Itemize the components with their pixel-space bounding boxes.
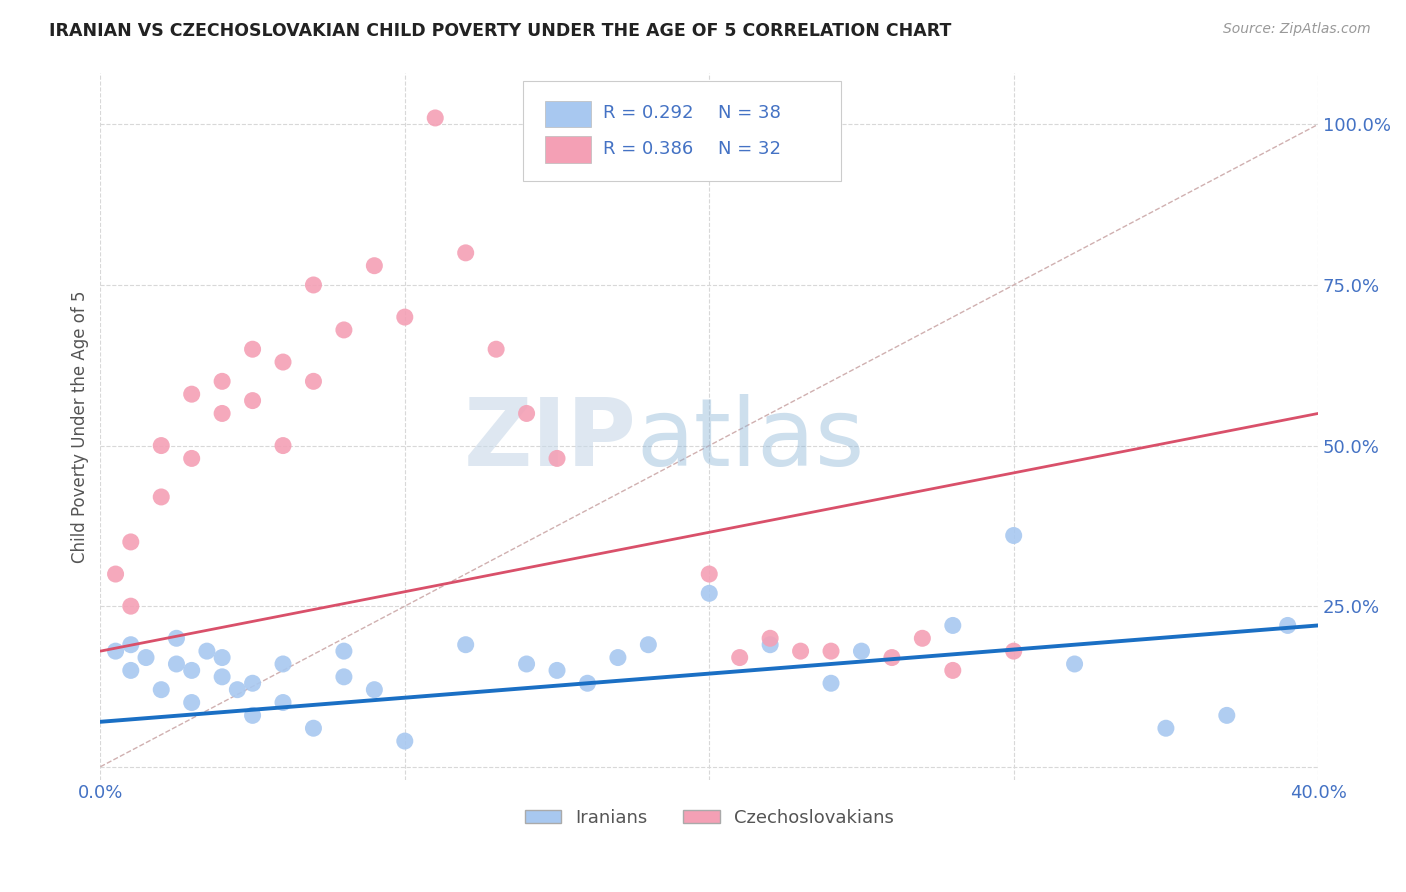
Point xyxy=(759,638,782,652)
Point xyxy=(242,342,264,356)
Text: N = 38: N = 38 xyxy=(718,104,780,122)
Point xyxy=(454,638,477,652)
Point xyxy=(425,111,447,125)
Point xyxy=(104,644,127,658)
Point xyxy=(120,638,142,652)
Point xyxy=(150,682,173,697)
Point xyxy=(150,490,173,504)
Text: R = 0.386: R = 0.386 xyxy=(603,139,693,158)
Point xyxy=(942,618,965,632)
Point xyxy=(150,439,173,453)
FancyBboxPatch shape xyxy=(523,81,841,181)
Point xyxy=(759,632,782,646)
Point xyxy=(333,323,356,337)
Point xyxy=(211,670,233,684)
Point xyxy=(697,586,720,600)
Point xyxy=(820,644,842,658)
Point xyxy=(242,393,264,408)
Point xyxy=(180,664,202,678)
Legend: Iranians, Czechoslovakians: Iranians, Czechoslovakians xyxy=(517,802,901,834)
Point xyxy=(394,310,416,324)
Text: ZIP: ZIP xyxy=(464,394,636,486)
Point xyxy=(637,638,659,652)
Point xyxy=(302,374,325,388)
Point xyxy=(120,664,142,678)
Point xyxy=(880,650,903,665)
Point xyxy=(728,650,751,665)
Point xyxy=(820,676,842,690)
Point xyxy=(271,696,294,710)
Point xyxy=(195,644,218,658)
Text: Source: ZipAtlas.com: Source: ZipAtlas.com xyxy=(1223,22,1371,37)
Point xyxy=(120,535,142,549)
Point xyxy=(166,657,188,671)
Point xyxy=(242,676,264,690)
Point xyxy=(1002,644,1025,658)
Point xyxy=(333,670,356,684)
Point xyxy=(576,676,599,690)
Point xyxy=(394,734,416,748)
Text: N = 32: N = 32 xyxy=(718,139,780,158)
Point xyxy=(1063,657,1085,671)
Point xyxy=(606,650,628,665)
Point xyxy=(271,657,294,671)
Point xyxy=(271,355,294,369)
Point xyxy=(1002,528,1025,542)
Point xyxy=(1154,721,1177,735)
Y-axis label: Child Poverty Under the Age of 5: Child Poverty Under the Age of 5 xyxy=(72,290,89,563)
Point xyxy=(180,696,202,710)
Point xyxy=(363,682,385,697)
Point xyxy=(166,632,188,646)
Point xyxy=(942,664,965,678)
Point xyxy=(180,387,202,401)
Point xyxy=(363,259,385,273)
Text: IRANIAN VS CZECHOSLOVAKIAN CHILD POVERTY UNDER THE AGE OF 5 CORRELATION CHART: IRANIAN VS CZECHOSLOVAKIAN CHILD POVERTY… xyxy=(49,22,952,40)
Point xyxy=(180,451,202,466)
Point xyxy=(546,451,568,466)
Point xyxy=(1216,708,1239,723)
Point xyxy=(104,567,127,582)
Point xyxy=(1277,618,1299,632)
Point xyxy=(697,567,720,582)
Point xyxy=(333,644,356,658)
Text: atlas: atlas xyxy=(636,394,865,486)
Point xyxy=(911,632,934,646)
Point xyxy=(271,439,294,453)
Point xyxy=(454,245,477,260)
Point xyxy=(851,644,873,658)
Point xyxy=(546,664,568,678)
FancyBboxPatch shape xyxy=(546,136,591,162)
FancyBboxPatch shape xyxy=(546,101,591,128)
Point xyxy=(485,342,508,356)
Point xyxy=(516,407,538,421)
Point xyxy=(302,721,325,735)
Point xyxy=(211,374,233,388)
Point xyxy=(211,650,233,665)
Point xyxy=(789,644,811,658)
Point xyxy=(135,650,157,665)
Point xyxy=(302,277,325,292)
Point xyxy=(226,682,249,697)
Point xyxy=(242,708,264,723)
Point xyxy=(516,657,538,671)
Text: R = 0.292: R = 0.292 xyxy=(603,104,693,122)
Point xyxy=(211,407,233,421)
Point xyxy=(120,599,142,614)
